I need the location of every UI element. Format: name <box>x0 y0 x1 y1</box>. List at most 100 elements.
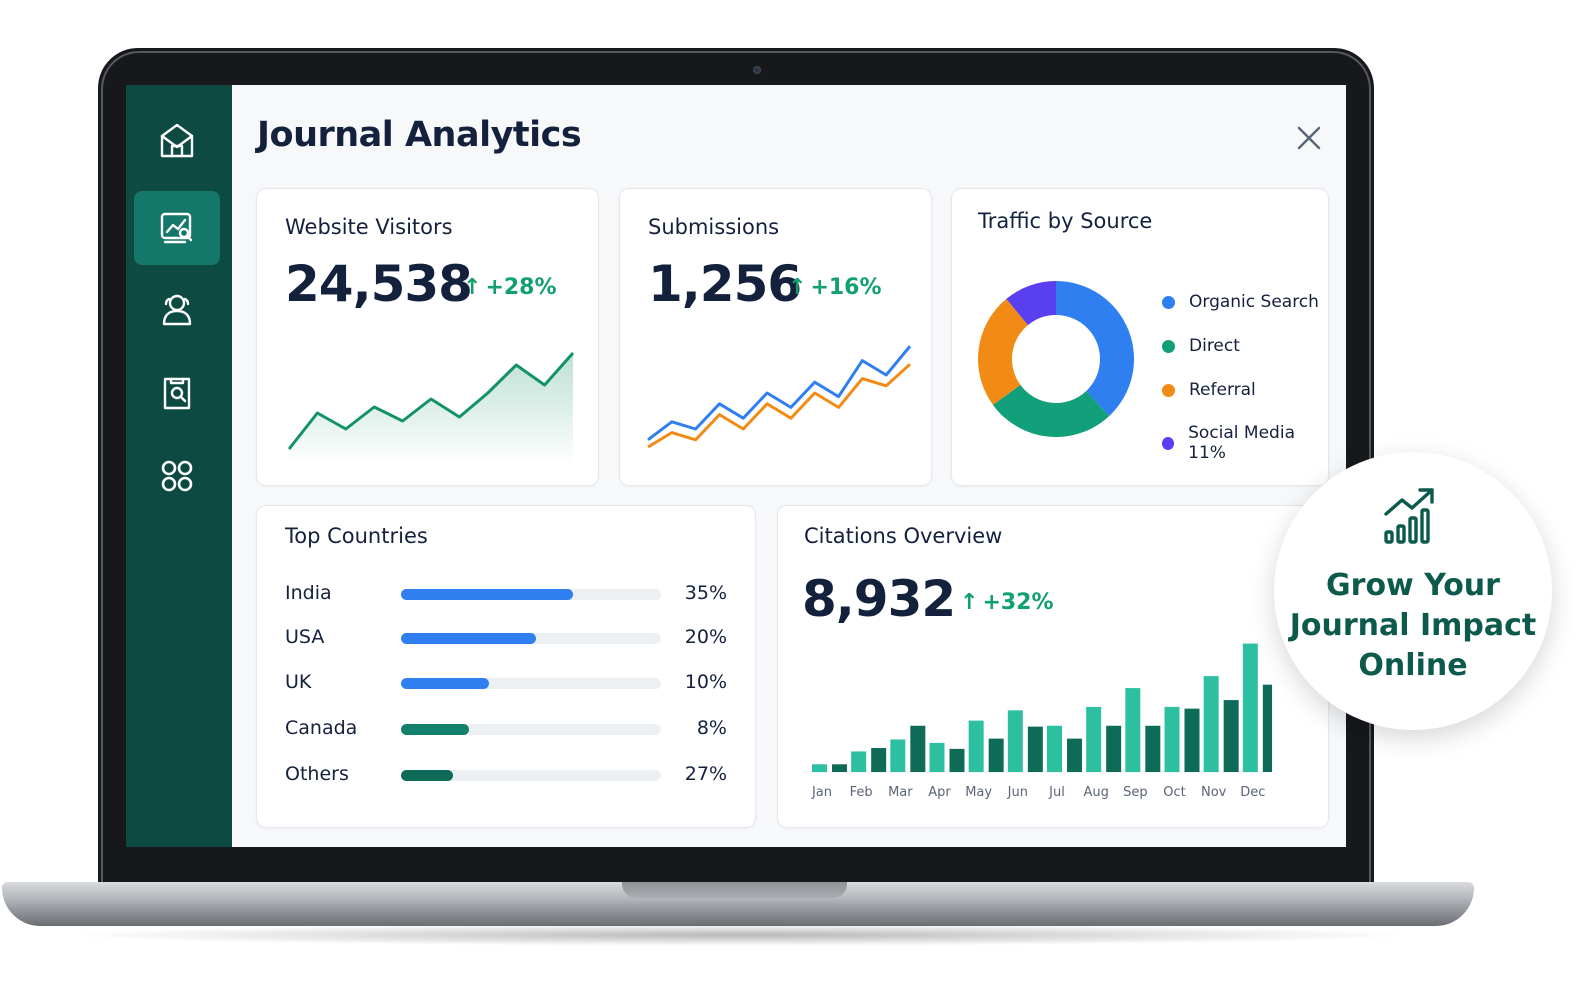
laptop-notch <box>622 882 847 898</box>
citations-bar-apr-1 <box>929 742 945 772</box>
country-name: USA <box>285 626 325 648</box>
submissions-card: Submissions 1,256 ↑ +16% <box>619 188 932 486</box>
donut-slice-referral <box>978 298 1028 405</box>
legend-referral: Referral <box>1162 380 1256 400</box>
country-bar-fill <box>401 770 453 781</box>
country-bar-fill <box>401 589 573 600</box>
visitors-area-fill <box>289 353 573 465</box>
citations-card: Citations Overview 8,932 ↑ +32% Jan Feb Mar… <box>777 505 1329 828</box>
citations-delta-value: +32% <box>982 590 1054 615</box>
citations-bar-feb-1 <box>851 751 867 772</box>
arrow-up-icon: ↑ <box>463 275 482 300</box>
country-percent: 35% <box>684 582 727 604</box>
month-label: Jul <box>1049 785 1065 800</box>
citations-bar-may-2 <box>988 738 1004 772</box>
month-label: Jan <box>811 785 833 800</box>
country-bar-fill <box>401 678 490 689</box>
citations-bar-jun-2 <box>1027 726 1043 772</box>
submissions-series-2 <box>647 363 912 449</box>
country-bar-fill <box>401 633 537 644</box>
citations-bar-nov-2 <box>1223 700 1239 772</box>
nav-users[interactable] <box>134 273 220 347</box>
legend-dot <box>1162 295 1175 309</box>
sidebar <box>126 85 232 847</box>
citations-delta: ↑ +32% <box>960 590 1054 615</box>
nav-home[interactable] <box>134 103 220 177</box>
legend-organic-search: Organic Search <box>1162 292 1319 312</box>
submissions-line-chart <box>647 345 912 449</box>
month-label: Apr <box>928 785 951 800</box>
month-label: Mar <box>888 785 913 800</box>
search-document-icon <box>163 377 191 410</box>
visitors-value: 24,538 <box>285 255 473 313</box>
visitors-title: Website Visitors <box>285 215 453 239</box>
submissions-delta-value: +16% <box>810 275 882 300</box>
country-name: India <box>285 582 332 604</box>
traffic-card: Traffic by Source Organic Search Direct … <box>951 188 1329 486</box>
country-bar-fill <box>401 724 469 735</box>
close-icon[interactable] <box>1294 123 1324 153</box>
month-label: Aug <box>1083 785 1109 800</box>
citations-bar-jun-1 <box>1007 710 1023 772</box>
country-name: Others <box>285 763 349 785</box>
citations-bar-oct-2 <box>1184 708 1200 772</box>
country-bar-track <box>401 770 661 781</box>
country-row: Canada 8% <box>285 717 727 741</box>
month-label: Sep <box>1123 785 1148 800</box>
countries-title: Top Countries <box>285 524 428 548</box>
country-bar-track <box>401 589 661 600</box>
country-row: USA 20% <box>285 626 727 650</box>
citations-x-axis: Jan Feb Mar Apr May Jun Jul Aug Sep Oct Nov Dec <box>802 785 1272 803</box>
citations-bar-sep-1 <box>1125 688 1141 772</box>
citations-bar-aug-2 <box>1106 725 1122 772</box>
citations-bar-mar-2 <box>910 725 926 772</box>
visitors-delta-value: +28% <box>485 275 557 300</box>
screen: Journal Analytics Website Visitors 24,53… <box>126 85 1346 847</box>
donut-slice-organic-search <box>1056 281 1134 416</box>
month-label: Feb <box>849 785 873 800</box>
submissions-value: 1,256 <box>648 255 802 313</box>
country-bar-track <box>401 633 661 644</box>
countries-card: Top Countries India 35% USA 20% UK 10% Canada 8… <box>256 505 756 828</box>
citations-bar-feb-2 <box>871 748 887 772</box>
citations-bar-jan-2 <box>832 764 847 772</box>
arrow-up-icon: ↑ <box>960 590 979 615</box>
citations-bar-chart <box>802 643 1272 773</box>
citations-bar-nov-1 <box>1203 676 1219 772</box>
citations-bar-dec-1 <box>1242 643 1258 772</box>
promo-text: Grow Your Journal Impact Online <box>1289 568 1537 683</box>
promo-badge: Grow Your Journal Impact Online <box>1274 452 1552 730</box>
traffic-title: Traffic by Source <box>978 209 1153 233</box>
analytics-icon <box>160 212 193 244</box>
nav-analytics[interactable] <box>134 191 220 265</box>
webcam <box>753 66 761 74</box>
citations-bar-mar-1 <box>890 739 906 772</box>
legend-dot <box>1162 383 1175 397</box>
citations-bar-apr-2 <box>949 748 965 772</box>
nav-review[interactable] <box>134 357 220 431</box>
citations-value: 8,932 <box>802 570 956 628</box>
country-percent: 20% <box>684 626 727 648</box>
legend-label: Referral <box>1189 380 1256 400</box>
submissions-series-1 <box>647 345 912 441</box>
citations-bar-jul-2 <box>1067 738 1082 772</box>
country-row: Others 27% <box>285 763 727 787</box>
country-percent: 10% <box>684 671 727 693</box>
apps-grid-icon <box>161 460 193 492</box>
nav-apps[interactable] <box>134 439 220 513</box>
month-label: Dec <box>1240 785 1266 800</box>
country-row: India 35% <box>285 582 727 606</box>
country-name: Canada <box>285 717 358 739</box>
month-label: May <box>965 785 993 800</box>
legend-dot <box>1162 339 1175 353</box>
submissions-delta: ↑ +16% <box>788 275 882 300</box>
legend-dot <box>1162 436 1175 450</box>
laptop-shadow <box>60 924 1420 946</box>
citations-bar-dec-2 <box>1262 684 1272 772</box>
visitors-card: Website Visitors 24,538 ↑ +28% <box>256 188 599 486</box>
month-label: Jun <box>1007 785 1028 800</box>
visitors-area-chart <box>287 352 575 465</box>
citations-bar-jan-1 <box>812 764 827 772</box>
citations-bar-may-1 <box>968 720 984 772</box>
legend-direct: Direct <box>1162 336 1240 356</box>
